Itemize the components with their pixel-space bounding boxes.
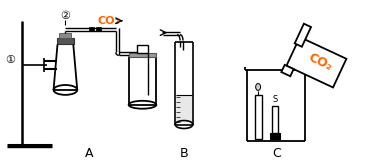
Polygon shape (270, 133, 280, 139)
Polygon shape (57, 38, 74, 44)
Text: A: A (85, 147, 93, 160)
Ellipse shape (129, 101, 156, 109)
Polygon shape (281, 65, 294, 76)
Text: CO₂: CO₂ (306, 51, 334, 73)
Polygon shape (255, 95, 262, 139)
Polygon shape (129, 53, 156, 57)
Text: ①: ① (5, 55, 15, 65)
Ellipse shape (54, 85, 77, 95)
Polygon shape (176, 95, 192, 124)
Polygon shape (295, 24, 311, 47)
Text: B: B (180, 147, 188, 160)
Text: S: S (272, 95, 277, 104)
Polygon shape (287, 37, 346, 87)
Polygon shape (272, 106, 278, 133)
Text: ②: ② (61, 11, 70, 21)
Polygon shape (96, 27, 101, 31)
Polygon shape (137, 45, 148, 53)
Polygon shape (89, 27, 94, 31)
Text: C: C (273, 147, 281, 160)
Ellipse shape (175, 121, 193, 128)
Ellipse shape (256, 84, 261, 90)
Text: CO₂: CO₂ (98, 16, 120, 26)
Polygon shape (59, 33, 71, 38)
